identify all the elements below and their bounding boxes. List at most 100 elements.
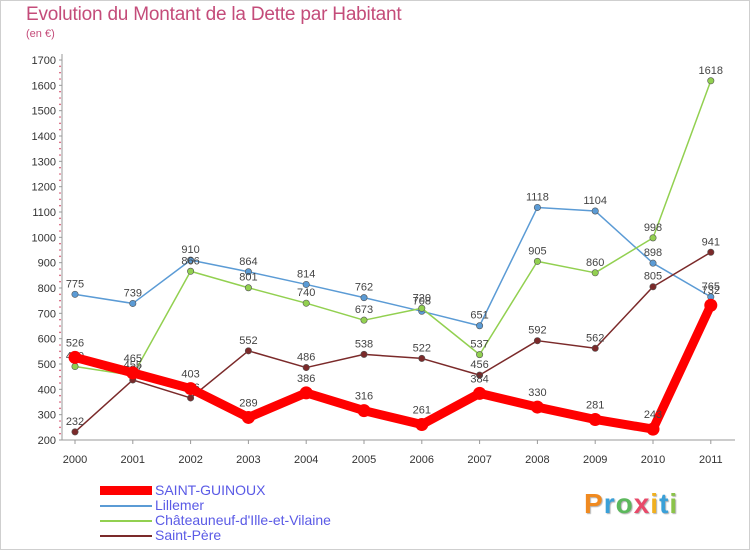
data-label-saint-guinoux: 261 xyxy=(413,405,431,417)
y-minor-tick xyxy=(59,242,61,245)
y-minor-tick xyxy=(59,369,61,372)
y-tick-label: 700 xyxy=(38,308,56,320)
legend-swatch-saint-guinoux xyxy=(100,486,152,495)
data-point-saint-guinoux xyxy=(473,386,487,400)
data-point-ch-teauneuf-d-ille-et-vilaine xyxy=(71,363,79,371)
data-label-ch-teauneuf-d-ille-et-vilaine: 866 xyxy=(181,255,199,267)
data-point-ch-teauneuf-d-ille-et-vilaine xyxy=(707,77,715,85)
y-tick-label: 600 xyxy=(38,334,56,346)
data-point-ch-teauneuf-d-ille-et-vilaine xyxy=(302,299,310,307)
chart-subtitle: (en €) xyxy=(26,28,55,40)
y-tick-label: 900 xyxy=(38,258,56,270)
data-point-ch-teauneuf-d-ille-et-vilaine xyxy=(591,269,599,277)
data-label-saint-guinoux: 732 xyxy=(702,285,720,297)
x-tick-label: 2010 xyxy=(641,454,665,466)
y-minor-tick xyxy=(59,306,61,308)
y-tick-label: 300 xyxy=(38,410,56,422)
data-label-ch-teauneuf-d-ille-et-vilaine: 1618 xyxy=(699,65,723,77)
data-point-ch-teauneuf-d-ille-et-vilaine xyxy=(187,267,195,275)
x-tick-label: 2000 xyxy=(63,454,87,466)
data-label-saint-p-re: 805 xyxy=(644,271,662,283)
legend-swatch-saint-pere xyxy=(100,535,152,537)
data-label-lillemer: 739 xyxy=(124,287,142,299)
data-point-saint-p-re xyxy=(360,350,368,358)
y-minor-tick xyxy=(59,255,61,258)
y-minor-tick xyxy=(59,407,61,410)
data-label-saint-p-re: 562 xyxy=(586,332,604,344)
data-label-ch-teauneuf-d-ille-et-vilaine: 905 xyxy=(528,245,546,257)
y-minor-tick xyxy=(59,356,61,359)
data-label-lillemer: 1118 xyxy=(526,191,549,203)
x-tick-label: 2006 xyxy=(410,454,434,466)
data-label-ch-teauneuf-d-ille-et-vilaine: 740 xyxy=(297,287,315,299)
data-point-lillemer xyxy=(649,259,657,267)
data-label-lillemer: 898 xyxy=(644,247,662,259)
data-label-lillemer: 775 xyxy=(66,278,84,290)
x-tick-label: 2002 xyxy=(178,454,202,466)
data-point-lillemer xyxy=(591,207,599,215)
data-label-lillemer: 910 xyxy=(181,244,199,256)
y-minor-tick xyxy=(59,344,61,346)
y-minor-tick xyxy=(59,420,61,422)
y-minor-tick xyxy=(59,249,61,251)
logo-letter: x xyxy=(633,488,651,519)
x-tick-label: 2008 xyxy=(525,454,549,466)
data-label-saint-p-re: 486 xyxy=(297,352,315,364)
logo-letter: i xyxy=(669,488,679,519)
y-minor-tick xyxy=(59,204,61,207)
y-tick-label: 500 xyxy=(38,359,56,371)
y-minor-tick xyxy=(59,173,61,175)
data-label-saint-guinoux: 289 xyxy=(239,397,257,409)
data-point-saint-guinoux xyxy=(415,418,429,432)
data-label-saint-guinoux: 316 xyxy=(355,391,373,403)
data-point-saint-guinoux xyxy=(126,366,140,380)
data-point-ch-teauneuf-d-ille-et-vilaine xyxy=(418,304,426,312)
y-minor-tick xyxy=(59,274,61,277)
data-point-saint-p-re xyxy=(533,337,541,345)
data-label-saint-p-re: 538 xyxy=(355,338,373,350)
data-label-saint-p-re: 552 xyxy=(239,335,257,347)
legend-label-saint-pere: Saint-Père xyxy=(155,527,222,543)
logo-letter: o xyxy=(615,488,634,519)
y-tick-label: 1200 xyxy=(32,182,56,194)
y-minor-tick xyxy=(59,147,61,150)
y-minor-tick xyxy=(59,192,61,194)
data-label-saint-guinoux: 403 xyxy=(181,369,199,381)
y-minor-tick xyxy=(59,382,61,384)
y-minor-tick xyxy=(59,331,61,334)
data-label-saint-guinoux: 330 xyxy=(528,387,546,399)
data-point-ch-teauneuf-d-ille-et-vilaine xyxy=(649,234,657,242)
data-point-lillemer xyxy=(71,290,79,298)
x-tick-label: 2004 xyxy=(294,454,318,466)
y-minor-tick xyxy=(59,65,61,68)
data-point-ch-teauneuf-d-ille-et-vilaine xyxy=(244,284,252,292)
data-label-saint-p-re: 456 xyxy=(470,359,488,371)
data-point-saint-p-re xyxy=(418,354,426,362)
y-tick-label: 200 xyxy=(38,435,56,447)
y-tick-label: 400 xyxy=(38,384,56,396)
data-label-saint-guinoux: 281 xyxy=(586,399,604,411)
y-minor-tick xyxy=(59,426,61,429)
legend-label-saint-guinoux: SAINT-GUINOUX xyxy=(155,482,266,498)
data-label-ch-teauneuf-d-ille-et-vilaine: 998 xyxy=(644,222,662,234)
data-label-ch-teauneuf-d-ille-et-vilaine: 673 xyxy=(355,304,373,316)
data-point-lillemer xyxy=(476,322,484,330)
y-minor-tick xyxy=(59,230,61,232)
data-point-saint-guinoux xyxy=(241,410,255,424)
legend-label-lillemer: Lillemer xyxy=(155,497,205,513)
y-minor-tick xyxy=(59,128,61,131)
y-minor-tick xyxy=(59,217,61,220)
y-minor-tick xyxy=(59,432,61,435)
y-minor-tick xyxy=(59,166,61,169)
logo-letter: P xyxy=(584,488,604,519)
y-minor-tick xyxy=(59,375,61,378)
y-tick-label: 1000 xyxy=(32,232,56,244)
data-point-saint-p-re xyxy=(71,428,79,436)
y-minor-tick xyxy=(59,78,61,80)
y-minor-tick xyxy=(59,71,61,74)
y-minor-tick xyxy=(59,154,61,156)
y-tick-label: 1500 xyxy=(32,106,56,118)
y-tick-label: 1700 xyxy=(32,55,56,67)
data-point-saint-p-re xyxy=(591,344,599,352)
chart-title: Evolution du Montant de la Dette par Hab… xyxy=(26,4,402,25)
